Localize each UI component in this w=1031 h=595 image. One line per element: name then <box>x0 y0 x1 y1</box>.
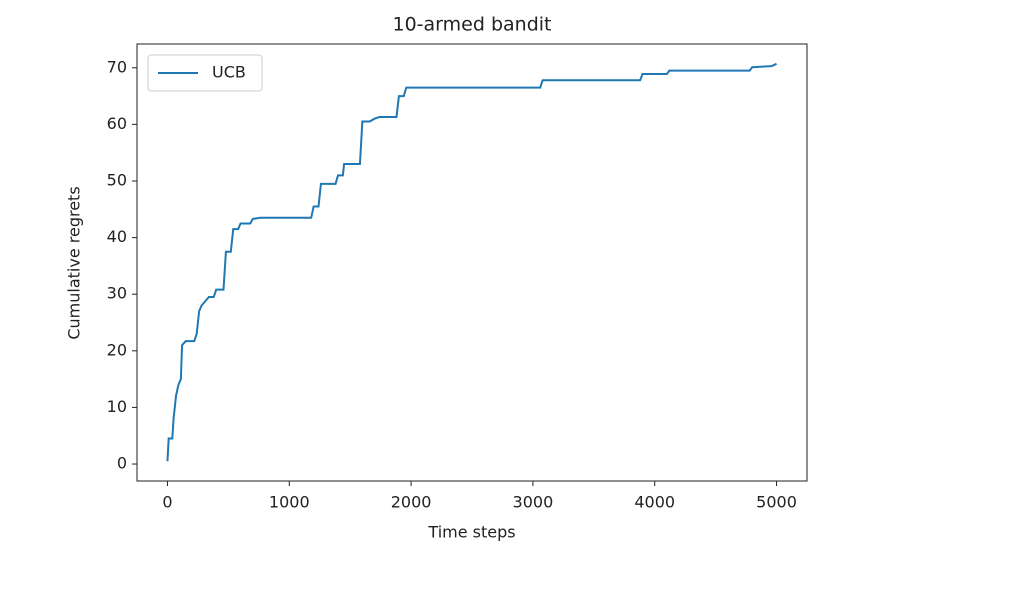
x-tick-label: 1000 <box>269 493 310 512</box>
x-tick-label: 2000 <box>391 493 432 512</box>
y-axis-label: Cumulative regrets <box>65 186 84 339</box>
axes-frame <box>136 43 808 482</box>
x-tick-label: 5000 <box>756 493 797 512</box>
y-tick-label: 30 <box>107 284 127 303</box>
y-tick-label: 20 <box>107 340 127 359</box>
data-line <box>166 62 777 462</box>
x-tick-label: 0 <box>162 493 172 512</box>
y-tick-label: 70 <box>107 57 127 76</box>
y-tick-label: 0 <box>117 454 127 473</box>
x-tick-label: 3000 <box>513 493 554 512</box>
chart-title: 10-armed bandit <box>393 14 552 36</box>
y-tick-label: 60 <box>107 114 127 133</box>
x-axis-label: Time steps <box>427 523 515 542</box>
x-tick-label: 4000 <box>634 493 675 512</box>
y-tick-label: 10 <box>107 397 127 416</box>
y-tick-label: 50 <box>107 170 127 189</box>
legend-box <box>147 54 263 92</box>
legend-label: UCB <box>212 63 246 82</box>
y-tick-label: 40 <box>107 227 127 246</box>
